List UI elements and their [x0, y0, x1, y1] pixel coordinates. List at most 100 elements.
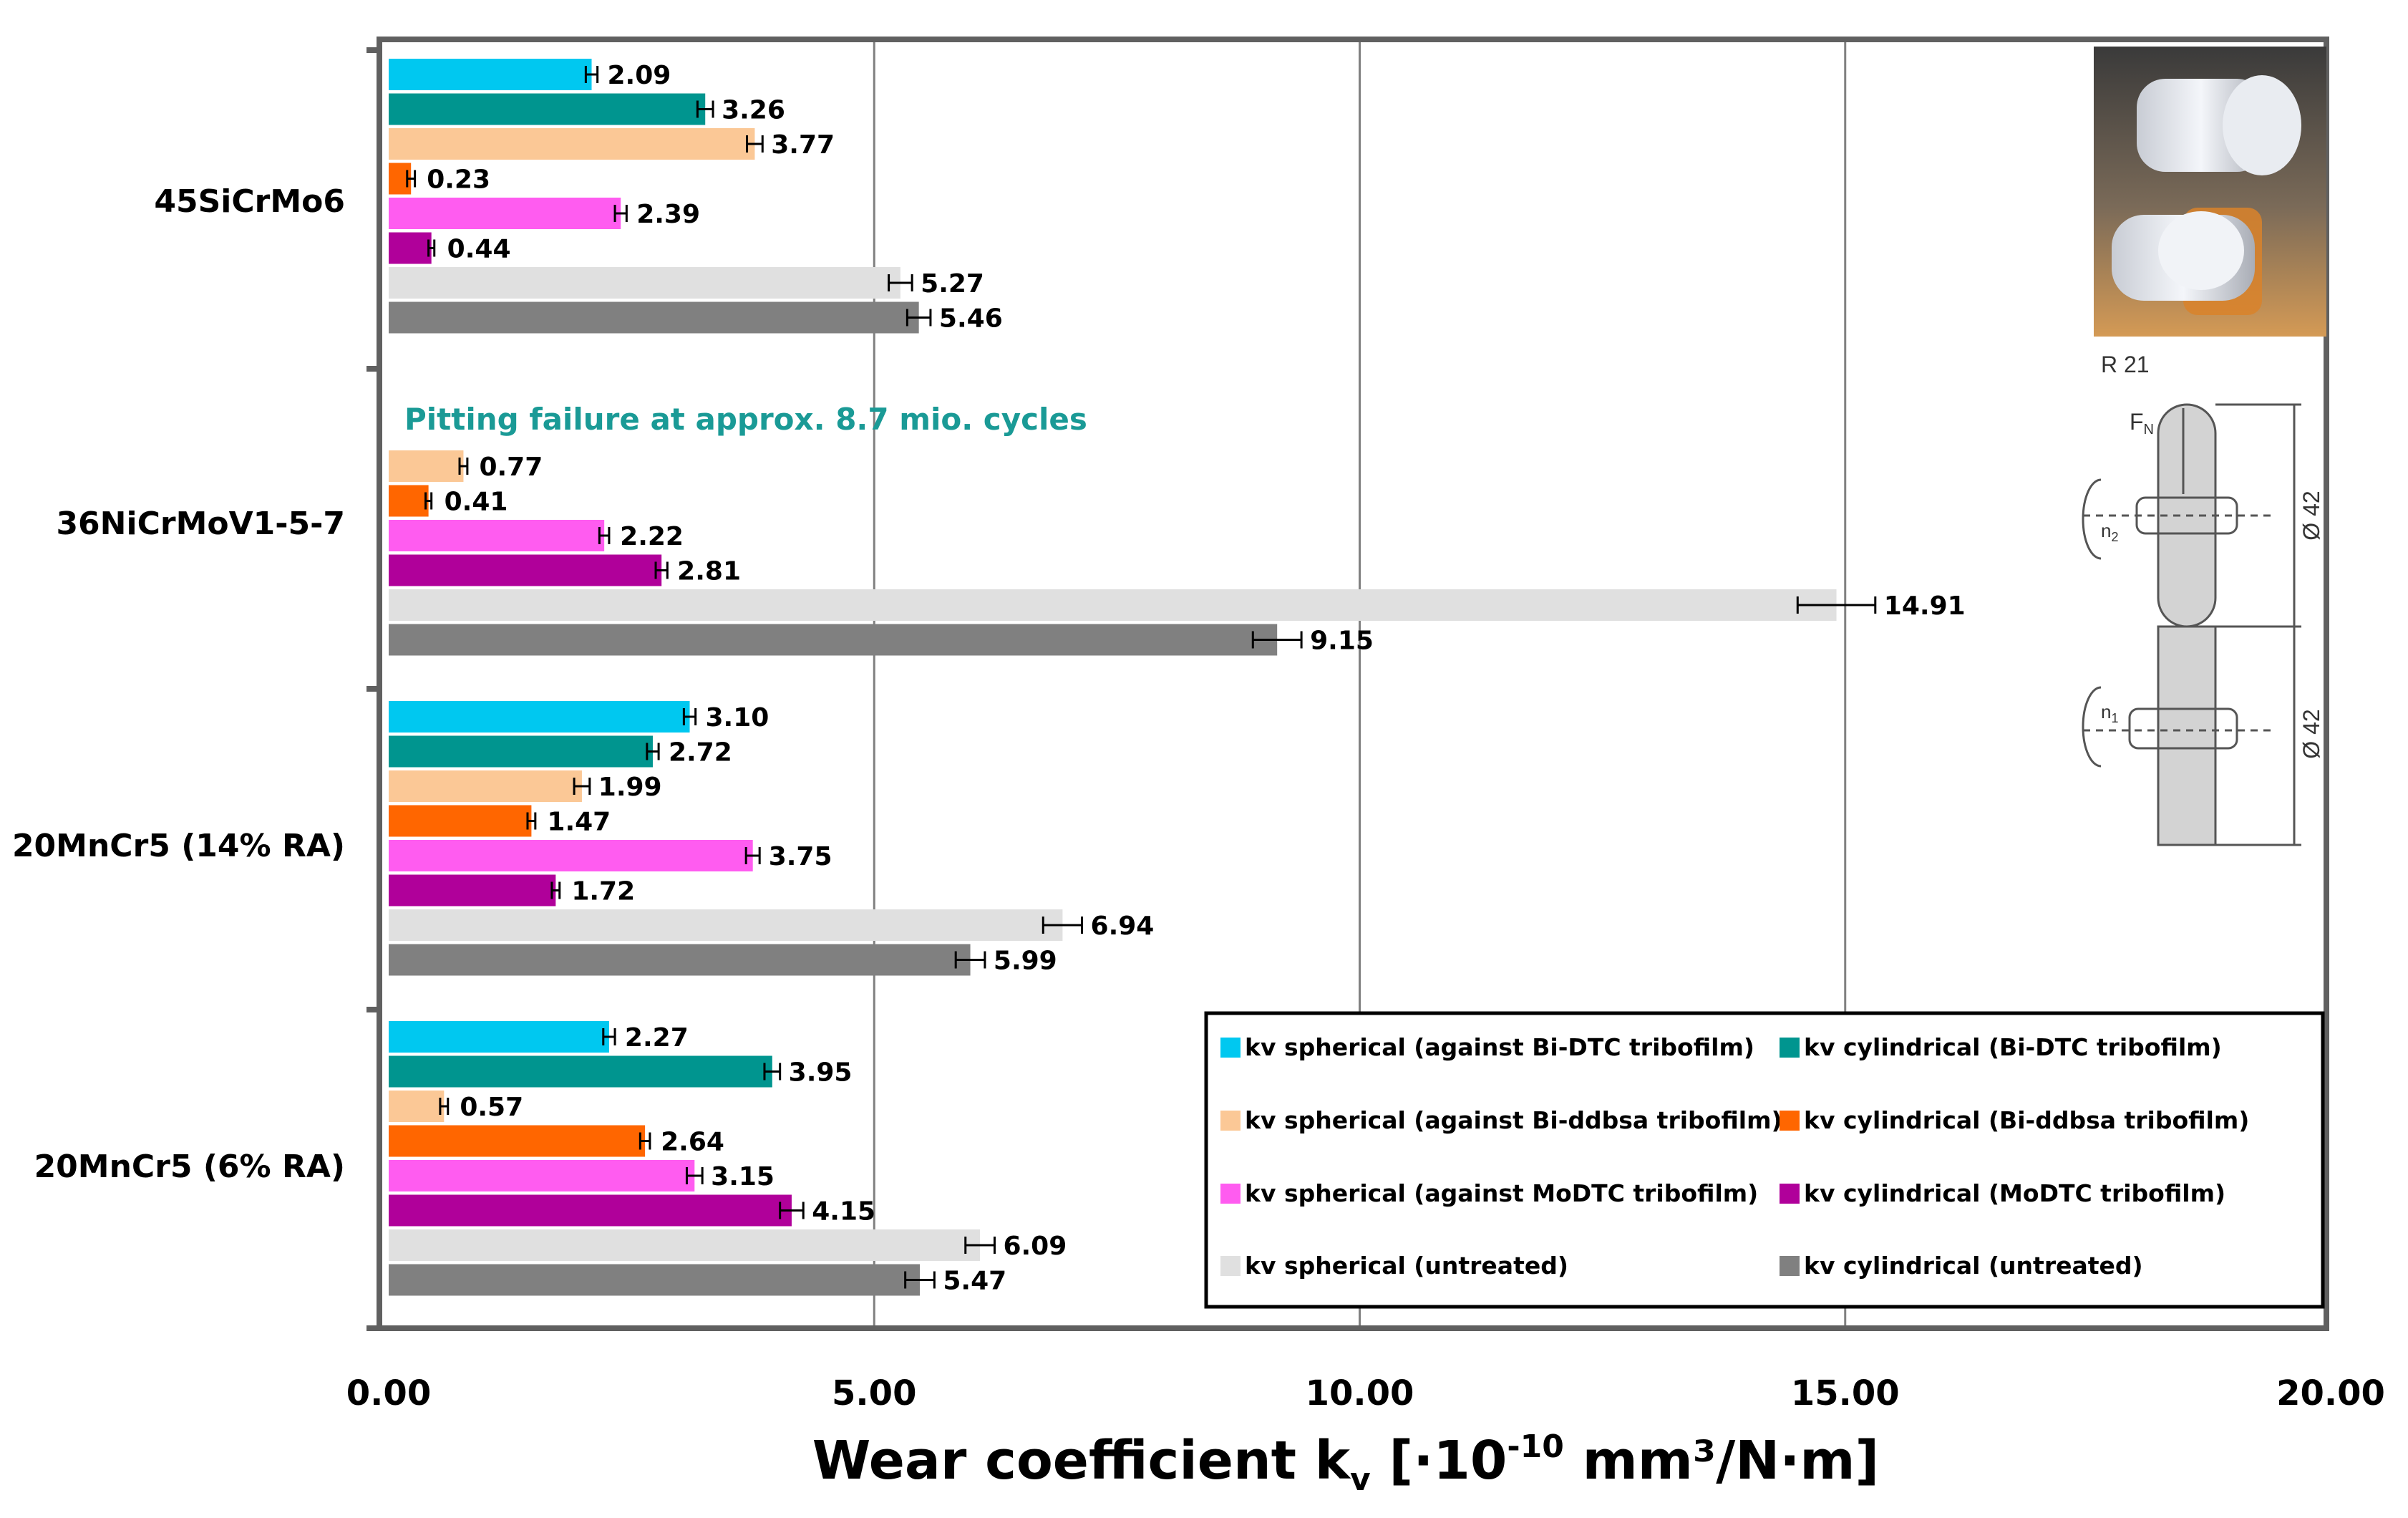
specimen-drawing [2082, 403, 2301, 846]
legend-box [1204, 1011, 2325, 1309]
dia1-label: Ø 42 [2298, 490, 2324, 540]
value-label: 3.26 [722, 96, 785, 125]
value-label: 4.15 [812, 1197, 875, 1227]
bar [389, 520, 605, 551]
value-label: 3.95 [789, 1058, 853, 1088]
force-label-sub: N [2144, 422, 2154, 437]
value-label: 3.10 [706, 703, 770, 733]
bar [389, 944, 971, 976]
value-label: 2.81 [677, 557, 741, 586]
value-label: 0.23 [427, 165, 490, 195]
axis-ticks [366, 47, 381, 1331]
value-label: 5.99 [994, 947, 1057, 976]
x-tick-label: 0.00 [346, 1373, 431, 1413]
legend-label: kv spherical (untreated) [1245, 1252, 1568, 1280]
value-label: 2.39 [636, 200, 700, 229]
value-label: 5.27 [921, 269, 984, 299]
category-label: 20MnCr5 (14% RA) [12, 828, 345, 864]
legend-swatch [1220, 1038, 1241, 1058]
bar [389, 701, 690, 733]
bar [389, 485, 429, 517]
bar [389, 198, 621, 229]
bar [389, 874, 556, 907]
legend-label: kv cylindrical (Bi-DTC tribofilm) [1804, 1033, 2222, 1061]
error-bars [406, 66, 1877, 1289]
bar [389, 589, 1837, 621]
x-tick-labels: 0.00 5.00 10.00 15.00 20.00 [346, 1373, 2385, 1413]
legend-label: kv spherical (against Bi-ddbsa tribofilm… [1245, 1106, 1782, 1134]
value-label: 2.27 [625, 1023, 689, 1053]
bar [389, 1264, 921, 1296]
bar [389, 1194, 792, 1227]
category-label: 45SiCrMo6 [154, 183, 345, 220]
value-label: 1.47 [547, 808, 611, 837]
legend-swatch [1780, 1184, 1800, 1204]
n1-label-sub: 1 [2111, 711, 2118, 725]
value-label: 5.46 [939, 304, 1003, 334]
legend: kv spherical (against Bi-DTC tribofilm) k… [1220, 1033, 2249, 1280]
value-label: 1.99 [598, 773, 662, 802]
bar [389, 1229, 981, 1261]
legend-swatch [1220, 1111, 1241, 1131]
value-label: 3.15 [711, 1162, 775, 1191]
bars [389, 59, 1837, 1296]
n1-label-main: n [2101, 701, 2111, 722]
x-tick-label: 20.00 [2276, 1373, 2385, 1413]
legend-swatch [1220, 1184, 1241, 1204]
value-label: 0.57 [460, 1093, 523, 1122]
n2-label-sub: 2 [2111, 530, 2118, 544]
value-label: 0.41 [445, 488, 508, 517]
n2-label: n2 [2101, 520, 2118, 544]
x-axis-title-sub: v [1350, 1461, 1371, 1498]
legend-swatch [1780, 1256, 1800, 1276]
legend-swatch [1780, 1038, 1800, 1058]
value-label: 0.77 [479, 453, 543, 482]
value-label: 3.75 [769, 842, 832, 871]
x-axis-title-exp: -10 [1507, 1428, 1564, 1465]
force-label: FN [2130, 409, 2154, 437]
bar [389, 128, 755, 160]
value-label: 3.77 [771, 130, 835, 160]
value-label: 2.64 [661, 1128, 724, 1157]
x-tick-label: 5.00 [832, 1373, 916, 1413]
bar [389, 1021, 609, 1053]
bar [389, 1055, 772, 1088]
value-label: 1.72 [571, 877, 635, 907]
dia2-label: Ø 42 [2298, 709, 2324, 758]
test-rig-photo [2094, 47, 2326, 337]
value-label: 6.09 [1003, 1232, 1067, 1261]
x-axis-title-rest2: mm³/N·m] [1564, 1430, 1879, 1492]
x-axis-title: Wear coefficient kv [·10-10 mm³/N·m] [812, 1428, 1880, 1498]
bar [389, 1160, 695, 1191]
bar [389, 1125, 646, 1157]
bar [389, 232, 432, 264]
n1-label: n1 [2101, 701, 2118, 725]
category-label: 36NiCrMoV1-5-7 [56, 506, 345, 542]
bar [389, 59, 592, 90]
value-label: 0.44 [447, 235, 511, 264]
bar [389, 93, 706, 125]
bar [389, 909, 1063, 941]
legend-swatch [1780, 1111, 1800, 1131]
legend-label: kv spherical (against Bi-DTC tribofilm) [1245, 1033, 1754, 1061]
value-label: 14.91 [1884, 591, 1966, 621]
value-label: 2.72 [669, 738, 732, 768]
legend-label: kv spherical (against MoDTC tribofilm) [1245, 1179, 1758, 1207]
value-label: 6.94 [1091, 912, 1155, 941]
pitting-annotation: Pitting failure at approx. 8.7 mio. cycl… [404, 402, 1087, 437]
x-tick-label: 10.00 [1306, 1373, 1414, 1413]
category-label: 20MnCr5 (6% RA) [34, 1149, 345, 1185]
x-axis-title-rest1: [·10 [1371, 1430, 1508, 1492]
bar [389, 840, 753, 871]
n2-label-main: n [2101, 520, 2111, 541]
x-axis-title-main: Wear coefficient k [812, 1430, 1351, 1492]
value-label: 2.22 [620, 522, 684, 551]
bar [389, 450, 464, 482]
radius-label: R 21 [2101, 352, 2150, 377]
value-label: 2.09 [608, 61, 671, 90]
legend-swatch [1220, 1256, 1241, 1276]
bar [389, 554, 662, 586]
bar [389, 805, 532, 837]
legend-label: kv cylindrical (untreated) [1804, 1252, 2143, 1280]
